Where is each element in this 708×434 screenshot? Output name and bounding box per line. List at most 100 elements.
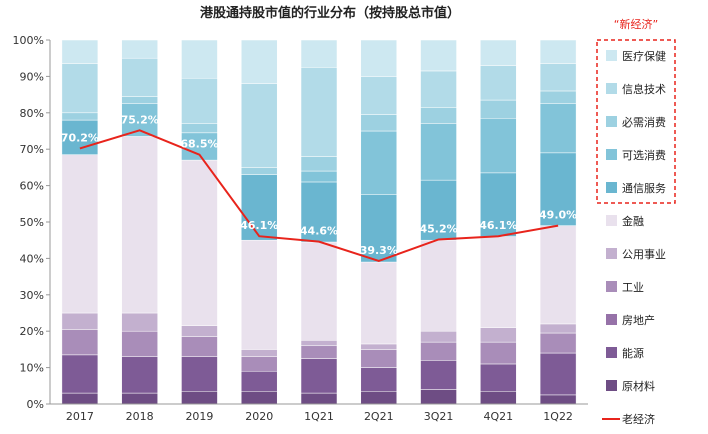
x-tick-label: 4Q21 [484,410,514,423]
x-tick-label: 2018 [126,410,154,423]
bar-segment [539,63,577,92]
bar-segment [121,356,158,394]
x-tick-label: 2020 [245,410,273,423]
y-tick-label: 0% [27,398,44,411]
bar-segment [360,261,398,345]
legend-label: 公用事业 [622,248,666,261]
legend-swatch [606,248,617,259]
bar-segment [240,239,278,350]
legend-swatch [606,182,617,193]
bar-segment [480,39,517,66]
bar-segment [61,112,99,121]
bar-segment [480,341,517,365]
bar-segment [539,90,577,104]
legend-swatch [606,83,617,94]
y-tick-label: 100% [13,34,44,47]
y-tick-label: 60% [20,180,44,193]
bar-segment [240,356,278,372]
legend-label: 老经济 [622,412,655,426]
y-tick-label: 40% [20,252,44,265]
bar-segment [300,67,338,157]
y-axis: 0% 10% 20% 30% 40% 50% 60% 70% 80% 90% 100% [13,34,51,411]
bar-segment [420,389,457,405]
y-tick-label: 90% [20,70,44,83]
bar-segment [300,181,338,243]
bar-segment [420,179,457,241]
bar-segment [300,392,338,405]
x-tick-label: 3Q21 [424,410,454,423]
bar-segment [539,323,577,334]
legend-label: 原材料 [622,379,655,393]
bar-segment [480,236,517,328]
x-tick-label: 2019 [185,410,213,423]
bar-segment [420,123,457,181]
x-tick-label: 2017 [66,410,94,423]
bar-segment [420,70,457,108]
bar-segment [240,370,278,392]
data-label: 46.1% [240,219,278,232]
x-tick-label: 2Q21 [364,410,394,423]
x-tick-label: 1Q21 [304,410,334,423]
bar-segment [181,123,218,134]
bar-segment [61,154,99,314]
bar-segment [121,392,158,405]
bar-segment [539,225,577,325]
bar-segment [360,367,398,392]
x-axis: 2017 2018 2019 2020 1Q21 2Q21 3Q21 4Q21 1Q22 [50,403,588,423]
bar-segment [360,76,398,115]
bar-segment [300,39,338,68]
new-economy-label: “新经济” [614,17,658,31]
bar-segment [121,39,158,59]
legend-label: 医疗保健 [622,49,666,63]
legend-label: 通信服务 [622,182,666,195]
bar-segment [240,39,278,84]
bar-segment [300,170,338,183]
data-label: 45.2% [419,222,457,235]
bar-segment [539,394,577,405]
legend-swatch [606,314,617,325]
legend-swatch [606,380,617,391]
bar-segment [480,65,517,101]
bar-segment [480,391,517,405]
data-label: 44.6% [300,225,338,238]
new-economy-box [596,39,676,204]
bar-segment [121,136,158,314]
bar-segment [360,391,398,405]
legend-label: 房地产 [622,313,655,327]
bar-segment [240,174,278,241]
bar-segment [420,107,457,124]
data-label: 75.2% [121,113,159,126]
bar-segment [61,312,99,330]
bar-segment [61,63,99,114]
bar-segment [360,130,398,195]
bar-segment [300,358,338,394]
bar-segment [360,343,398,350]
y-tick-label: 80% [20,107,44,120]
bar-segment [121,312,158,332]
bar-segment [300,340,338,347]
bar-segment [61,392,99,405]
bar-segment [61,354,99,394]
bar-segment [61,329,99,356]
legend-label: 必需消费 [622,115,666,129]
bar-segment [300,241,338,341]
bar-segment [539,103,577,154]
bar-segment [181,391,218,405]
y-tick-label: 70% [20,143,44,156]
legend-swatch [606,215,617,226]
legend-label: 金融 [622,214,644,228]
bar-segment [360,39,398,77]
bar-segment [300,156,338,172]
bar-segment [181,39,218,79]
data-label: 49.0% [539,209,577,222]
bar-segment [539,332,577,354]
legend-swatch [606,281,617,292]
bar-segment [480,99,517,119]
data-label: 70.2% [61,131,99,144]
bar-segment [300,345,338,359]
old-economy-line: 70.2% 75.2% 68.5% 46.1% 44.6% 39.3% 45.2% 46.1%… [61,113,577,263]
legend-swatch [606,116,617,127]
bar-segment [420,330,457,343]
x-tick-label: 1Q22 [543,410,573,423]
